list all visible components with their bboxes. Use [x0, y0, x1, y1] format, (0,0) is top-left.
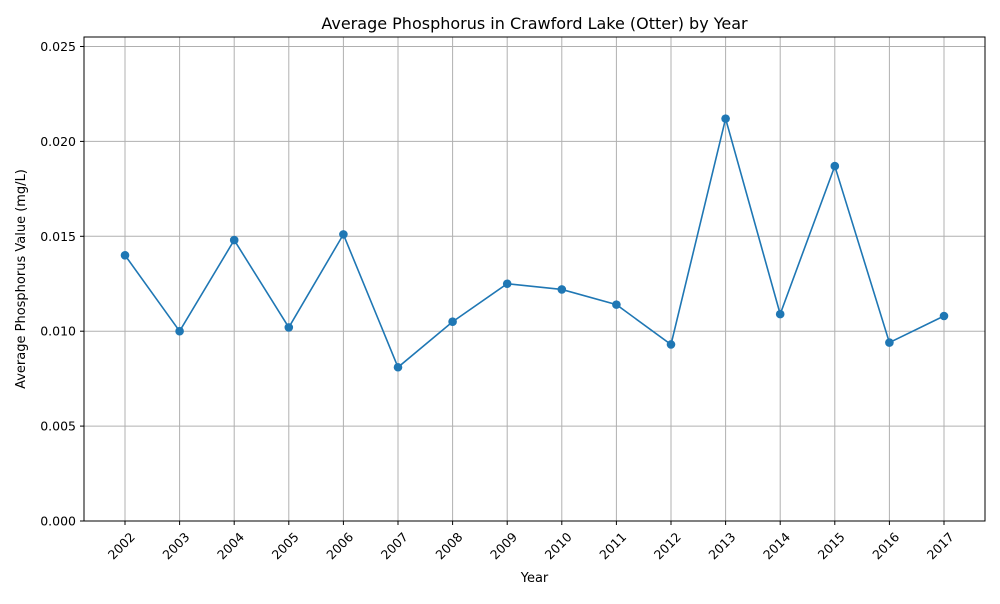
data-point — [229, 235, 239, 245]
data-point — [120, 250, 130, 260]
data-point — [830, 161, 840, 171]
data-point — [612, 300, 621, 309]
data-point — [775, 309, 785, 319]
y-tick-label: 0.020 — [40, 134, 76, 149]
x-tick-label: 2003 — [159, 529, 192, 562]
data-point — [666, 340, 676, 349]
series-line — [124, 115, 945, 369]
x-tick-label: 2012 — [651, 529, 684, 562]
data-point — [721, 114, 730, 123]
data-point — [557, 285, 567, 294]
x-tick-label: 2004 — [214, 529, 247, 562]
grid — [84, 37, 985, 522]
data-point — [393, 362, 403, 372]
y-tick-label: 0.010 — [40, 324, 76, 339]
y-tick-label: 0.025 — [40, 39, 76, 54]
x-tick-label: 2014 — [760, 529, 793, 562]
x-tick-label: 2006 — [323, 529, 356, 562]
x-tick-label: 2011 — [596, 529, 629, 562]
x-tick-label: 2007 — [378, 529, 411, 562]
x-tick-label: 2010 — [542, 529, 575, 562]
x-tick-label: 2013 — [705, 529, 738, 562]
data-point — [175, 326, 184, 336]
chart-title: Average Phosphorus in Crawford Lake (Ott… — [321, 14, 748, 33]
x-tick-label: 2016 — [869, 529, 902, 562]
series-layer — [120, 114, 949, 372]
x-axis-label: Year — [520, 571, 549, 586]
y-tick-label: 0.015 — [40, 229, 76, 244]
data-point — [448, 317, 457, 327]
y-tick-label: 0.005 — [40, 419, 76, 434]
y-tick-label: 0.000 — [40, 514, 76, 529]
y-axis-label: Average Phosphorus Value (mg/L) — [14, 169, 29, 389]
x-tick-label: 2009 — [487, 529, 520, 562]
x-tick-label: 2002 — [105, 529, 138, 562]
data-point — [939, 311, 949, 321]
x-tick-label: 2015 — [815, 529, 848, 562]
x-tick-label: 2005 — [269, 529, 302, 562]
data-point — [885, 338, 894, 347]
data-point — [502, 279, 512, 289]
x-tick-label: 2008 — [432, 529, 465, 562]
x-tick-label: 2017 — [924, 529, 957, 562]
ticks: 2002 2003 2004 2005 2006 2007 2008 2009 2010 2011… — [40, 39, 957, 562]
data-point — [284, 323, 294, 332]
plot-area-frame — [83, 36, 986, 522]
data-point — [339, 230, 348, 239]
